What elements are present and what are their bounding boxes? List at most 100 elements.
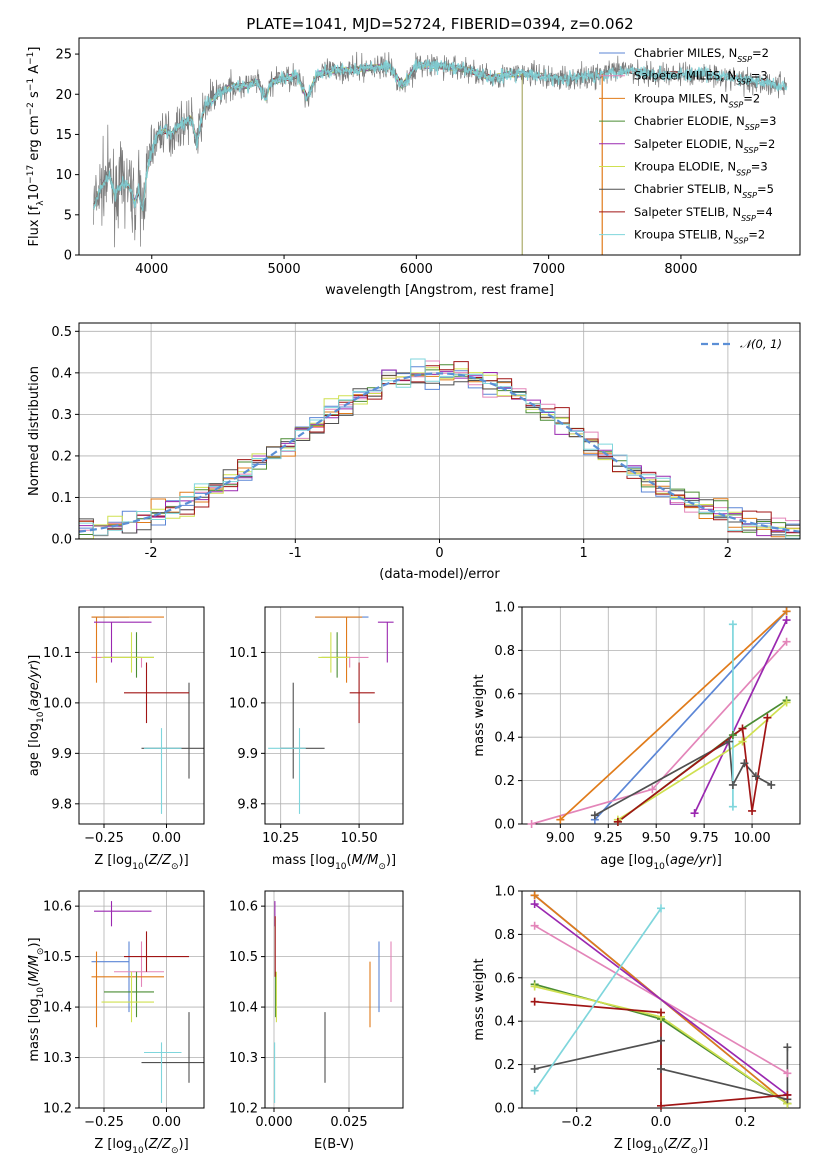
errorbar-point-chabrier-stelib <box>141 682 204 779</box>
errorbar-point-salpeter-elodie <box>94 621 152 663</box>
y-tick-label: 0.6 <box>494 971 515 986</box>
y-tick-label: 10.5 <box>43 950 72 965</box>
weight-marker <box>783 1090 792 1099</box>
y-tick-label: 0.2 <box>494 774 515 789</box>
label-part: mass [log <box>27 998 42 1061</box>
errorbar-point-kroupa-stelib <box>144 728 182 814</box>
y-tick-label: 0.2 <box>494 1058 515 1073</box>
y-axis-label-residuals: Normed distribution <box>27 366 42 496</box>
legend-entry: Kroupa MILES, NSSP=2 <box>634 91 760 109</box>
weight-line-chabrier-stelib <box>594 740 772 817</box>
legend-entry: Chabrier STELIB, NSSP=5 <box>634 182 774 200</box>
legend-nssp: =4 <box>756 205 773 219</box>
label-part: Z [log <box>94 853 132 868</box>
y-tick-label: 10.2 <box>229 1102 258 1117</box>
plot-area-residuals <box>79 358 800 539</box>
weight-marker <box>783 1043 792 1052</box>
weight-marker <box>728 731 737 740</box>
errorbar-point-kroupa-stelib <box>144 1042 182 1103</box>
figure-title: PLATE=1041, MJD=52724, FIBERID=0394, z=0… <box>246 15 633 33</box>
label-part: )] <box>179 1137 189 1152</box>
x-tick-label: 0.0 <box>651 1115 672 1130</box>
x-axis-label-spectrum: wavelength [Angstrom, rest frame] <box>325 283 554 298</box>
weight-marker <box>782 637 791 646</box>
y-tick-label: 10.6 <box>43 900 72 915</box>
axes-frame <box>78 37 801 256</box>
errorbar-point-chabrier-elodie <box>321 632 350 678</box>
legend-subscript: SSP <box>736 168 751 177</box>
legend-subscript: SSP <box>745 123 760 132</box>
errorbar-point-salpeter-stelib <box>124 931 189 972</box>
x-tick-label: 10.00 <box>733 831 770 846</box>
weight-marker <box>530 1064 539 1073</box>
label-part: )] <box>27 655 42 665</box>
y-tick-label: 0.0 <box>494 1102 515 1117</box>
weight-marker <box>748 806 757 815</box>
label-part: M/M <box>27 955 42 982</box>
x-tick-label: 8000 <box>664 262 697 277</box>
weight-marker <box>530 900 539 909</box>
weight-marker <box>782 698 791 707</box>
errorbar-point-salpeter-miles <box>337 656 369 668</box>
y-tick-label: 20 <box>55 88 72 103</box>
axes-frame <box>264 606 404 825</box>
plot-area-spectrum <box>93 51 788 255</box>
label-part: ⊙ <box>378 862 386 872</box>
y-tick-label: 25 <box>55 48 72 63</box>
panel-age_vs_mass: 10.25 10.50 9.8 9.9 10.0 10.1 <box>229 606 404 846</box>
label-part: age/yr <box>27 663 42 706</box>
legend-entry-normal: 𝒩(0, 1) <box>740 337 782 351</box>
histogram-kroupa-stelib <box>79 358 800 539</box>
weight-marker <box>530 921 539 930</box>
x-tick-label: −0.25 <box>84 1115 124 1130</box>
panel-mass_vs_ebv: 0.000 0.025 10.2 10.3 10.4 10.5 10.6 <box>229 890 404 1130</box>
y-tick-label: 10.5 <box>229 950 258 965</box>
y-tick-label: 0.8 <box>494 644 515 659</box>
x-axis-label-mass_vs_ebv: E(B-V) <box>314 1137 354 1152</box>
y-tick-label: 0.3 <box>51 408 72 423</box>
panel-spectrum: 4000 5000 6000 7000 8000 0 5 10 15 20 25 <box>55 37 801 277</box>
y-tick-label: 0.6 <box>494 687 515 702</box>
x-tick-label: 0.00 <box>152 831 181 846</box>
weight-marker <box>728 802 737 811</box>
label-part: 10 <box>653 862 665 872</box>
label-part: )] <box>386 853 396 868</box>
x-tick-label: 2 <box>724 546 732 561</box>
label-part: ⊙ <box>690 1146 698 1156</box>
axes-frame <box>264 890 404 1109</box>
legend-entry: Salpeter STELIB, NSSP=4 <box>634 205 773 223</box>
label-part: age [log <box>600 853 653 868</box>
y-tick-label: 0 <box>64 249 72 264</box>
weight-marker <box>530 997 539 1006</box>
x-axis-label-age_vs_Z: Z [log10(Z/Z⊙)] <box>94 853 188 872</box>
weight-line-kroupa-stelib <box>533 907 662 1092</box>
y-tick-label: 0.1 <box>51 491 72 506</box>
y-tick-label: 9.8 <box>237 797 258 812</box>
y-tick-label: 0.4 <box>494 1015 515 1030</box>
weight-marker <box>751 772 760 781</box>
y-tick-label: 0.8 <box>494 928 515 943</box>
label-part: ] <box>27 47 42 52</box>
x-tick-label: −0.2 <box>561 1115 593 1130</box>
label-part: age/yr <box>670 853 713 868</box>
weight-marker <box>763 713 772 722</box>
errorbar-point-salpeter-elodie <box>94 901 152 927</box>
label-part: 10 <box>132 862 144 872</box>
axes-frame <box>78 606 205 825</box>
errorbar-point-salpeter-stelib <box>349 662 375 724</box>
y-axis-label-age_vs_Z: age [log10(age/yr)] <box>27 655 46 777</box>
observed-spectrum-line <box>93 51 787 248</box>
legend-entry: Salpeter ELODIE, NSSP=2 <box>634 137 775 155</box>
label-part: Z/Z <box>148 853 172 868</box>
label-part: ⊙ <box>171 862 179 872</box>
label-part: s <box>27 91 42 102</box>
weight-marker <box>530 982 539 991</box>
label-part: age [log <box>27 723 42 776</box>
weight-line-kroupa-miles <box>559 610 788 821</box>
weight-marker <box>613 817 622 826</box>
label-part: ( <box>144 1137 149 1152</box>
y-tick-label: 10.3 <box>43 1051 72 1066</box>
plot-area-age_vs_Z <box>91 616 204 814</box>
label-part: erg cm <box>27 115 42 164</box>
y-tick-label: 10.0 <box>43 696 72 711</box>
